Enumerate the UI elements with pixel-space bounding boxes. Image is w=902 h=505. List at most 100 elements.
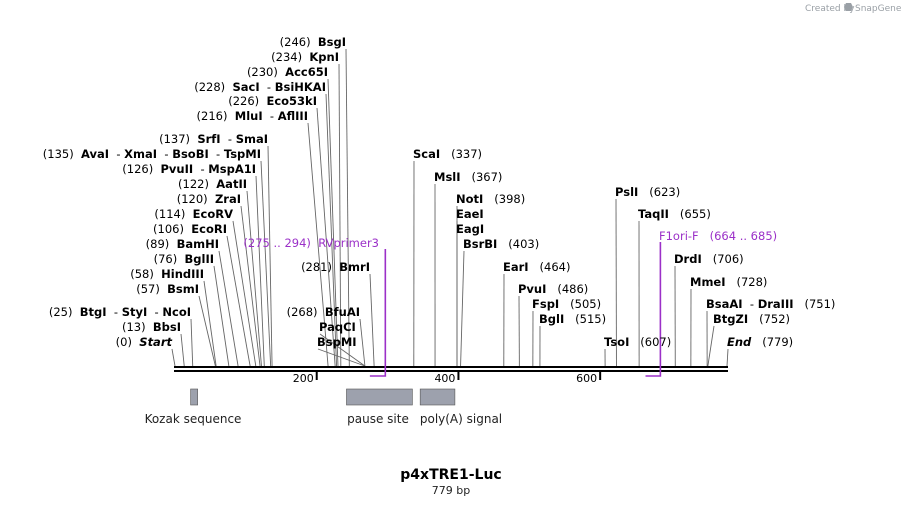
feature-pause-site[interactable]: pause site: [346, 388, 413, 426]
enzyme-name: BsgI: [318, 35, 346, 49]
enzyme-label-bamhi[interactable]: (89) BamHI: [146, 237, 219, 251]
leader-btgzi: [707, 325, 715, 367]
enzyme-label-srfi[interactable]: (137) SrfI - SmaI: [159, 132, 268, 146]
leader-mlui: [307, 122, 329, 367]
enzyme-label-eari[interactable]: EarI (464): [503, 260, 570, 274]
cut-position: (751): [794, 297, 836, 311]
enzyme-label-bsmi[interactable]: (57) BsmI: [136, 282, 199, 296]
enzyme-name: HindIII: [161, 267, 204, 281]
enzyme-label-mmei[interactable]: MmeI (728): [690, 275, 767, 289]
leader-zrai: [240, 205, 261, 367]
enzyme-label-end[interactable]: End (779): [727, 335, 793, 349]
enzyme-label-msli[interactable]: MslI (367): [434, 170, 502, 184]
enzyme-label-mlui[interactable]: (216) MluI - AflIII: [197, 109, 308, 123]
separator: -: [221, 132, 236, 146]
cut-position: (114): [154, 207, 192, 221]
cut-position: (367): [461, 170, 503, 184]
enzyme-label-start[interactable]: (0) Start: [116, 335, 173, 349]
enzyme-label-noti[interactable]: NotI (398): [456, 192, 525, 206]
leader-saci: [325, 93, 338, 367]
enzyme-name: BtgI: [80, 305, 107, 319]
cut-position: (464): [529, 260, 571, 274]
cut-position: (403): [497, 237, 539, 251]
enzyme-label-bsrbi[interactable]: BsrBI (403): [463, 237, 539, 251]
enzyme-label-bspmi[interactable]: BspMI: [317, 335, 357, 349]
cut-position: (126): [122, 162, 160, 176]
cut-position: (337): [440, 147, 482, 161]
primer-f1ori-f[interactable]: F1ori-F (664 .. 685): [645, 229, 778, 377]
credit-brand: SnapGene: [855, 4, 902, 14]
enzyme-label-btgzi[interactable]: BtgZI (752): [713, 312, 790, 326]
primer-range: (275 .. 294): [243, 236, 318, 250]
enzyme-label-eagi[interactable]: EagI: [456, 222, 484, 236]
enzyme-label-psli[interactable]: PslI (623): [615, 185, 680, 199]
enzyme-label-eaei[interactable]: EaeI: [456, 207, 484, 221]
enzyme-label-ecorv[interactable]: (114) EcoRV: [154, 207, 233, 221]
enzyme-label-kpni[interactable]: (234) KpnI: [271, 50, 339, 64]
enzyme-name: BsoBI: [172, 147, 209, 161]
leader-bsrbi: [460, 250, 465, 367]
enzyme-label-zrai[interactable]: (120) ZraI: [177, 192, 241, 206]
enzyme-label-hindiii[interactable]: (58) HindIII: [130, 267, 204, 281]
tick-label: 200: [293, 372, 314, 385]
cut-position: (623): [638, 185, 680, 199]
enzyme-label-eco53ki[interactable]: (226) Eco53kI: [228, 94, 317, 108]
enzyme-name: BsmI: [167, 282, 199, 296]
enzyme-name: BsrBI: [463, 237, 497, 251]
enzyme-label-btgi[interactable]: (25) BtgI - StyI - NcoI: [49, 305, 191, 319]
enzyme-name: MslI: [434, 170, 461, 184]
enzyme-label-tsoi[interactable]: TsoI (607): [604, 335, 671, 349]
enzyme-name: MspA1I: [208, 162, 256, 176]
enzyme-label-ecori[interactable]: (106) EcoRI: [153, 222, 227, 236]
leader-bsmi: [198, 295, 216, 367]
feature-kozak-sequence[interactable]: Kozak sequence: [145, 388, 242, 426]
enzyme-name: MmeI: [690, 275, 726, 289]
feature-label: poly(A) signal: [420, 412, 502, 426]
credit-text: Created by: [805, 4, 855, 14]
primer-name: F1ori-F: [659, 229, 699, 243]
enzyme-name: BamHI: [177, 237, 219, 251]
enzyme-label-bglii[interactable]: (76) BglII: [154, 252, 214, 266]
separator: -: [147, 305, 162, 319]
enzyme-name: EarI: [503, 260, 529, 274]
enzyme-label-bbsi[interactable]: (13) BbsI: [122, 320, 181, 334]
enzyme-label-bmri[interactable]: (281) BmrI: [301, 260, 370, 274]
enzyme-label-pvuii[interactable]: (126) PvuII - MspA1I: [122, 162, 256, 176]
enzyme-name: Eco53kI: [266, 94, 317, 108]
enzyme-name: DraIII: [758, 297, 794, 311]
enzyme-label-drdi[interactable]: DrdI (706): [674, 252, 744, 266]
cut-position: (122): [178, 177, 216, 191]
enzyme-label-avai[interactable]: (135) AvaI - XmaI - BsoBI - TspMI: [43, 147, 261, 161]
enzyme-name: EcoRI: [191, 222, 227, 236]
enzyme-label-aatii[interactable]: (122) AatII: [178, 177, 247, 191]
primer-label: (275 .. 294) RVprimer3: [243, 236, 379, 250]
enzyme-name: End: [727, 335, 752, 349]
enzyme-label-saci[interactable]: (228) SacI - BsiHKAI: [194, 80, 326, 94]
primer-rvprimer3[interactable]: (275 .. 294) RVprimer3: [243, 236, 387, 377]
enzyme-label-bsgi[interactable]: (246) BsgI: [280, 35, 346, 49]
enzyme-label-acc65i[interactable]: (230) Acc65I: [247, 65, 328, 79]
cut-position: (515): [564, 312, 606, 326]
enzyme-label-taqii[interactable]: TaqII (655): [638, 207, 711, 221]
enzyme-name: TspMI: [224, 147, 261, 161]
separator: -: [209, 147, 224, 161]
enzyme-label-fspi[interactable]: FspI (505): [532, 297, 601, 311]
enzyme-label-bfuai[interactable]: (268) BfuAI: [287, 305, 360, 319]
separator: -: [263, 109, 278, 123]
primer-label: F1ori-F (664 .. 685): [659, 229, 777, 243]
enzyme-label-scai[interactable]: ScaI (337): [413, 147, 482, 161]
enzyme-label-bsaai[interactable]: BsaAI - DraIII (751): [706, 297, 835, 311]
cut-position: (655): [669, 207, 711, 221]
feature-poly-a-signal[interactable]: poly(A) signal: [420, 388, 502, 426]
enzyme-name: Start: [139, 335, 172, 349]
leader-bsgi: [345, 48, 350, 367]
cut-position: (728): [726, 275, 768, 289]
enzyme-label-bgli[interactable]: BglI (515): [539, 312, 606, 326]
enzyme-label-paqci[interactable]: PaqCI: [319, 320, 356, 334]
enzyme-label-pvui[interactable]: PvuI (486): [518, 282, 588, 296]
enzyme-name: BbsI: [153, 320, 181, 334]
enzyme-name: BglI: [539, 312, 564, 326]
leader-bbsi: [180, 333, 185, 367]
separator: -: [743, 297, 758, 311]
cut-position: (216): [197, 109, 235, 123]
